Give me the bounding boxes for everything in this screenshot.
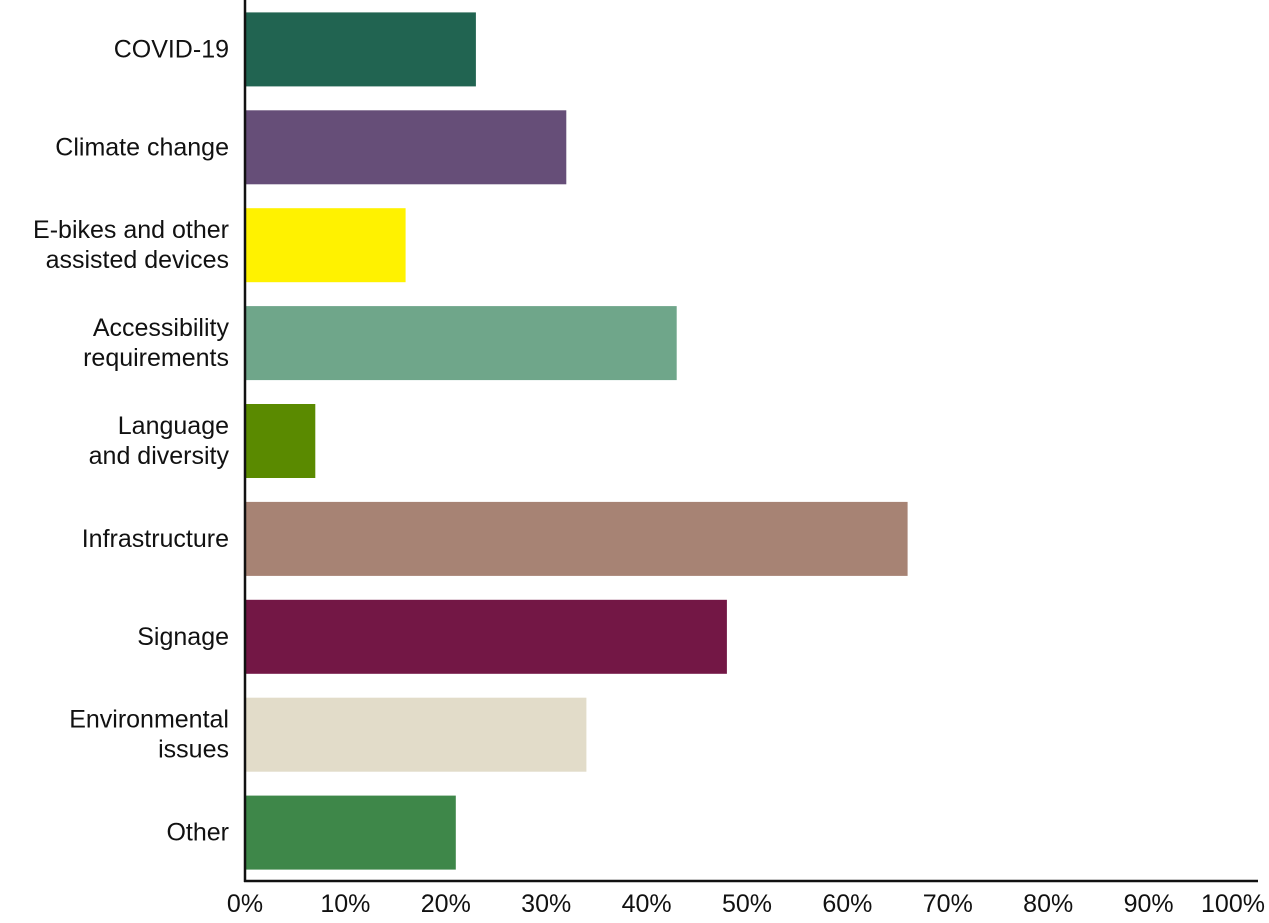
category-label: issues [158,736,229,764]
category-label: Accessibility [93,314,230,342]
x-tick-label: 20% [421,890,471,918]
category-label: Infrastructure [82,525,229,553]
x-tick-label: 70% [923,890,973,918]
bar [245,501,908,576]
category-label: Language [118,412,229,440]
bar [245,795,456,870]
x-tick-label: 100% [1201,890,1265,918]
x-tick-label: 30% [521,890,571,918]
bar [245,306,677,381]
x-tick-label: 0% [227,890,263,918]
x-tick-label: 50% [722,890,772,918]
category-label: Signage [137,623,229,651]
bar [245,404,316,478]
bar [245,110,567,185]
category-label: requirements [83,344,229,372]
bar [245,697,587,772]
bar [245,12,476,87]
x-tick-label: 80% [1023,890,1073,918]
bar [245,599,727,674]
category-label: COVID-19 [114,35,229,63]
category-label: E-bikes and other [33,216,229,244]
x-tick-labels: 0% 10% 20% 30% 40% 50% 60% 70% 80% 90% 100% [227,890,1265,918]
x-tick-label: 10% [320,890,370,918]
category-label: Climate change [55,133,229,161]
category-label: and diversity [89,442,230,470]
category-label: Other [166,819,229,847]
x-tick-label: 60% [822,890,872,918]
category-label: assisted devices [46,246,229,274]
x-tick-label: 90% [1124,890,1174,918]
category-label: Environmental [69,706,229,734]
x-tick-label: 40% [622,890,672,918]
bars-group [245,12,908,870]
bar [245,208,406,283]
